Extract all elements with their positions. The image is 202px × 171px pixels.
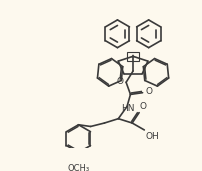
Text: $\wedge$: $\wedge$	[130, 52, 136, 60]
Text: O: O	[117, 77, 124, 86]
Text: O: O	[145, 87, 152, 96]
Text: OCH₃: OCH₃	[67, 164, 89, 171]
FancyBboxPatch shape	[127, 52, 139, 61]
Text: HN: HN	[121, 104, 134, 113]
Text: OH: OH	[145, 132, 159, 141]
Text: O: O	[140, 102, 147, 111]
